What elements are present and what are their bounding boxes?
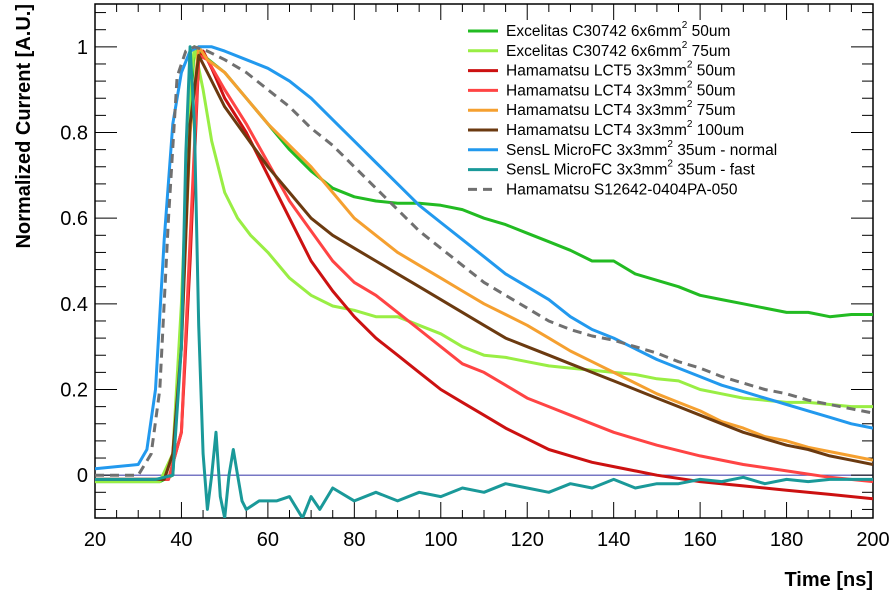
y-tick-label: 0.2 [60,380,88,402]
y-tick-label: 1 [77,37,88,59]
series-line-6 [95,53,873,481]
x-tick-label: 60 [257,529,279,551]
series-line-2 [95,45,873,484]
series-line-3 [95,49,873,501]
legend-label: SensL MicroFC 3x3mm2 35um - normal [506,139,777,159]
series-layer [95,45,873,518]
legend-label: SensL MicroFC 3x3mm2 35um - fast [506,159,755,179]
legend-label: Hamamatsu LCT4 3x3mm2 100um [506,119,744,139]
x-tick-label: 80 [343,529,365,551]
y-tick-label: 0.4 [60,294,88,316]
x-tick-label: 180 [770,529,803,551]
x-axis-title: Time [ns] [784,569,873,591]
legend-label: Excelitas C30742 6x6mm2 50um [506,20,730,40]
legend-label: Hamamatsu S12642-0404PA-050 [506,181,738,198]
legend-label: Hamamatsu LCT4 3x3mm2 50um [506,79,736,99]
x-tick-labels: 20 40 60 80 100 120 140 160 180 200 [84,529,890,551]
axis-ticks [94,4,874,518]
x-tick-label: 200 [856,529,889,551]
series-line-7 [95,45,873,471]
legend-label: Excelitas C30742 6x6mm2 75um [506,40,730,60]
x-tick-label: 100 [424,529,457,551]
x-tick-label: 20 [84,529,106,551]
x-tick-label: 140 [597,529,630,551]
x-tick-label: 160 [683,529,716,551]
y-axis-title: Normalized Current [A.U.] [13,4,35,248]
series-line-9 [95,45,873,477]
x-tick-label: 40 [170,529,192,551]
y-tick-label: 0.6 [60,208,88,230]
series-line-8 [95,45,873,518]
series-line-4 [95,53,873,484]
y-tick-label: 0 [77,465,88,487]
x-tick-label: 120 [511,529,544,551]
y-tick-labels: 0 0.2 0.4 0.6 0.8 1 [60,37,88,487]
legend-label: Hamamatsu LCT4 3x3mm2 75um [506,99,736,119]
y-tick-label: 0.8 [60,123,88,145]
legend-label: Hamamatsu LCT5 3x3mm2 50um [506,60,736,80]
series-line-5 [95,45,873,481]
